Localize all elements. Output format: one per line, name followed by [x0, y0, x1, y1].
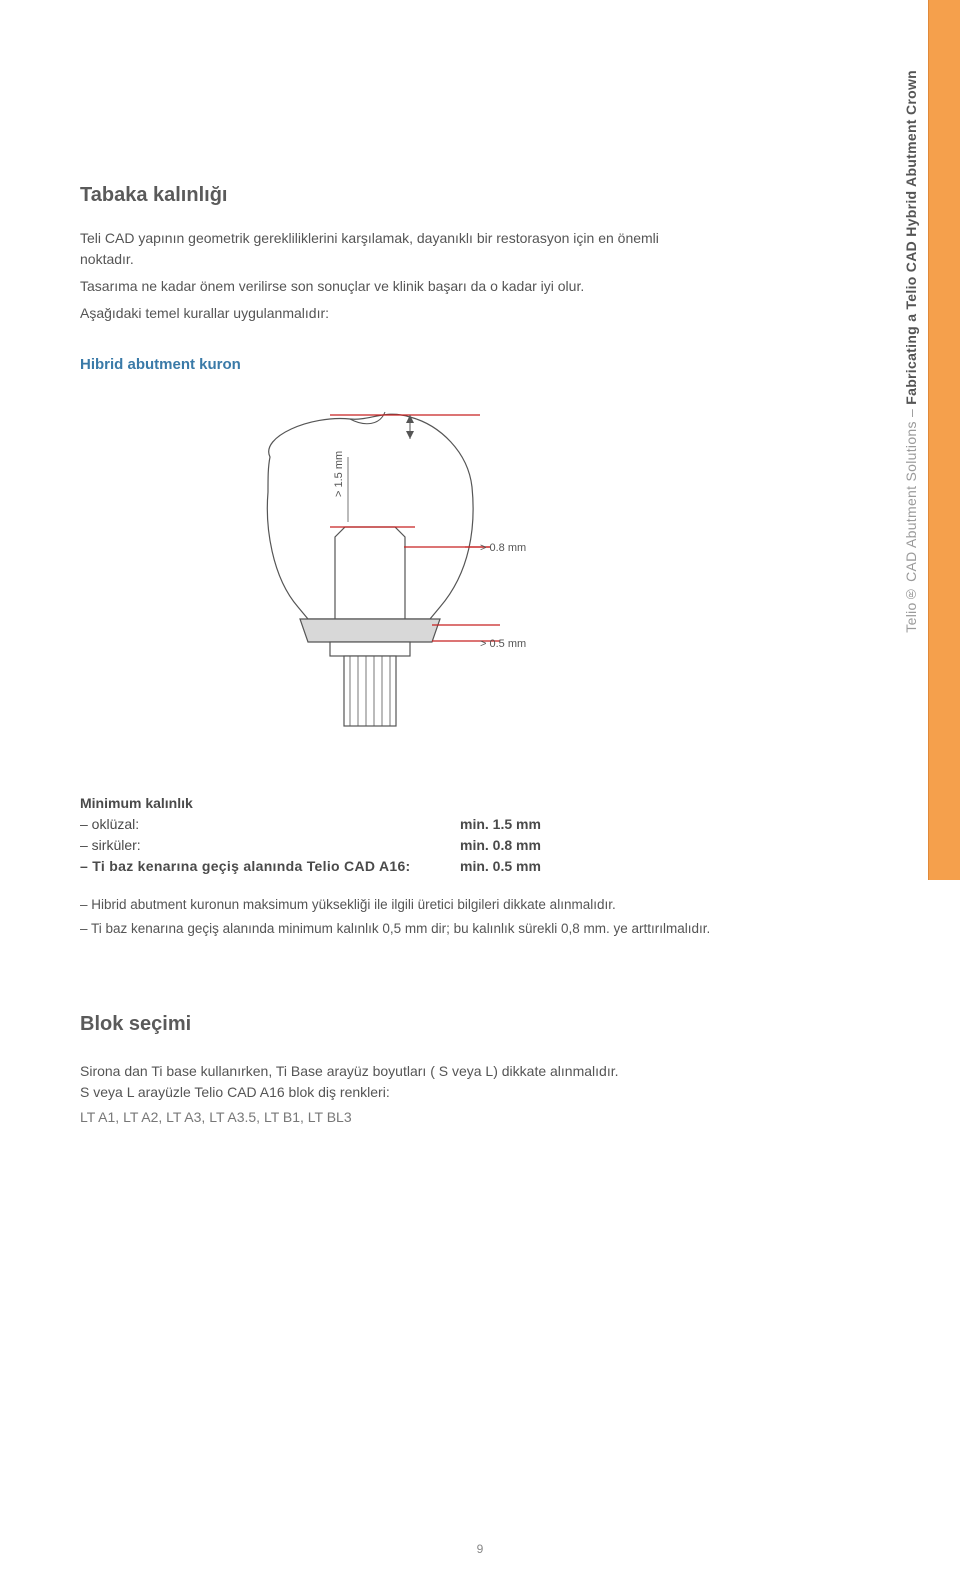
diagram-label-05: > 0.5 mm: [480, 638, 526, 650]
hybrid-abutment-heading: Hibrid abutment kuron: [80, 354, 870, 377]
kv-value: min. 1.5 mm: [460, 814, 541, 835]
kv-row-circular: – sirküler: min. 0.8 mm: [80, 835, 640, 856]
page-number: 9: [477, 1540, 484, 1558]
diagram-label-side: > 1.5 mm: [333, 450, 345, 496]
abutment-diagram: > 1.5 mm > 0.8 mm > 0.5 mm: [180, 397, 560, 743]
body-p2: Tasarıma ne kadar önem verilirse son son…: [80, 276, 700, 297]
body-p3: Aşağıdaki temel kurallar uygulanmalıdır:: [80, 303, 700, 324]
kv-row-occlusal: – oklüzal: min. 1.5 mm: [80, 814, 640, 835]
section-title-thickness: Tabaka kalınlığı: [80, 180, 870, 210]
kv-value: min. 0.5 mm: [460, 856, 541, 877]
kv-row-tibase: – Ti baz kenarına geçiş alanında Telio C…: [80, 856, 640, 877]
section-title-block: Blok seçimi: [80, 1009, 870, 1039]
kv-label: – sirküler:: [80, 835, 460, 856]
body-p1: Teli CAD yapının geometrik gereklilikler…: [80, 228, 700, 270]
kv-value: min. 0.8 mm: [460, 835, 541, 856]
kv-label: – oklüzal:: [80, 814, 460, 835]
block-shades: LT A1, LT A2, LT A3, LT A3.5, LT B1, LT …: [80, 1107, 870, 1128]
kv-label: – Ti baz kenarına geçiş alanında Telio C…: [80, 856, 460, 877]
minimum-thickness-title: Minimum kalınlık: [80, 793, 870, 814]
note-2: – Ti baz kenarına geçiş alanında minimum…: [80, 919, 780, 939]
diagram-label-08: > 0.8 mm: [480, 542, 526, 554]
note-1: – Hibrid abutment kuronun maksimum yükse…: [80, 895, 780, 915]
block-p1: Sirona dan Ti base kullanırken, Ti Base …: [80, 1061, 720, 1082]
block-p2: S veya L arayüzle Telio CAD A16 blok diş…: [80, 1082, 720, 1103]
notes-block: – Hibrid abutment kuronun maksimum yükse…: [80, 895, 780, 940]
